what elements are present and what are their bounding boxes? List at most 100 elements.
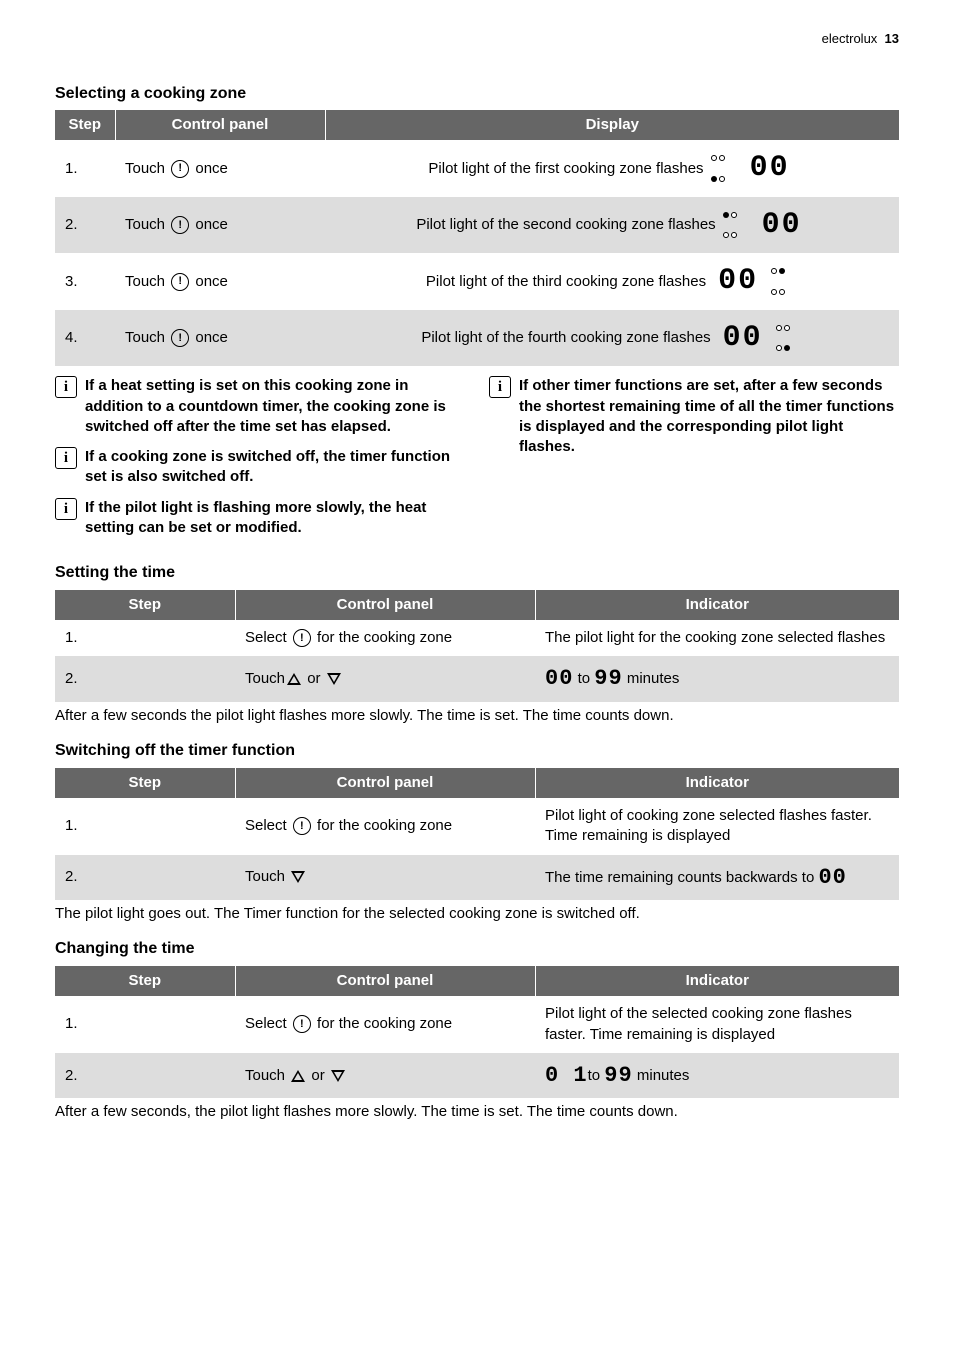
cell-display: Pilot light of the fourth cooking zone f… [325,310,899,367]
table-switch-off: Step Control panel Indicator 1.Select ! … [55,768,899,900]
brand-label: electrolux [822,31,878,46]
info-icon: i [55,498,77,520]
indicator-text: to [588,1067,605,1084]
info-icon: i [55,447,77,469]
display-digits: 00 [545,666,573,691]
info-note: iIf a heat setting is set on this cookin… [55,376,465,437]
pilot-dot-grid [770,261,798,302]
clock-icon: ! [293,629,311,647]
indicator-text: minutes [633,1067,690,1084]
clock-icon: ! [171,273,189,291]
info-note: i If a cooking zone is switched off, the … [55,447,465,488]
cell-step: 2. [55,1053,235,1099]
col-step: Step [55,110,115,140]
cell-control: Touch or [235,1053,535,1099]
cell-control: Select ! for the cooking zone [235,798,535,855]
table-row: 2.Touch The time remaining counts backwa… [55,855,899,901]
section-title-switch-off: Switching off the timer function [55,740,899,762]
cell-indicator: 00 to 99 minutes [535,656,899,702]
col-control-panel: Control panel [235,768,535,798]
page-header: electrolux 13 [55,30,899,48]
table-row: 3.Touch ! oncePilot light of the third c… [55,253,899,310]
col-control-panel: Control panel [235,590,535,620]
cell-control: Touch or [235,656,535,702]
clock-icon: ! [171,329,189,347]
table-row: 2.Touch or 00 to 99 minutes [55,656,899,702]
table-changing-time: Step Control panel Indicator 1.Select ! … [55,966,899,1098]
clock-icon: ! [293,1015,311,1033]
section-title-changing-time: Changing the time [55,938,899,960]
info-icon: i [489,376,511,398]
table-row: 2.Touch ! oncePilot light of the second … [55,197,899,254]
cell-control: Touch [235,855,535,901]
table-row: 1.Select ! for the cooking zone The pilot… [55,620,899,656]
col-control-panel: Control panel [115,110,325,140]
display-digits: 00 [717,318,769,359]
table-row: 1.Select ! for the cooking zone Pilot lig… [55,996,899,1053]
cell-step: 1. [55,140,115,197]
table-row: 1.Select ! for the cooking zone Pilot lig… [55,798,899,855]
col-step: Step [55,590,235,620]
cell-step: 2. [55,855,235,901]
display-digits: 99 [594,666,622,691]
cell-indicator: 0 1to 99 minutes [535,1053,899,1099]
table-row: 1.Touch ! oncePilot light of the first c… [55,140,899,197]
pilot-dot-grid [775,318,803,359]
info-note: iIf other timer functions are set, after… [489,376,899,457]
clock-icon: ! [171,216,189,234]
section-title-selecting: Selecting a cooking zone [55,83,899,105]
cell-step: 1. [55,996,235,1053]
cell-indicator: Pilot light of cooking zone selected fla… [535,798,899,855]
indicator-text: minutes [623,670,680,687]
cell-step: 1. [55,620,235,656]
info-text: If a heat setting is set on this cooking… [85,376,465,437]
info-text: If a cooking zone is switched off, the t… [85,447,465,488]
section-title-setting-time: Setting the time [55,562,899,584]
cell-step: 4. [55,310,115,367]
col-indicator: Indicator [535,590,899,620]
table-row: 2.Touch or 0 1to 99 minutes [55,1053,899,1099]
caption-switch-off: The pilot light goes out. The Timer func… [55,904,899,924]
cell-control: Touch ! once [115,197,325,254]
arrow-down-icon [331,1070,345,1082]
indicator-text: Pilot light of cooking zone selected fla… [545,807,872,844]
pilot-dot-grid [710,148,738,189]
cell-display: Pilot light of the first cooking zone fl… [325,140,899,197]
col-step: Step [55,768,235,798]
arrow-up-icon [287,673,301,685]
table-selecting-zone: Step Control panel Display 1.Touch ! onc… [55,110,899,366]
cell-control: Select ! for the cooking zone [235,620,535,656]
display-digits: 00 [712,261,764,302]
display-digits: 00 [756,205,808,246]
indicator-text: The pilot light for the cooking zone sel… [545,629,885,646]
page-number: 13 [885,31,899,46]
cell-step: 2. [55,656,235,702]
arrow-down-icon [327,673,341,685]
arrow-down-icon [291,871,305,883]
cell-step: 2. [55,197,115,254]
cell-step: 1. [55,798,235,855]
info-notes: i If a heat setting is set on this cookin… [55,376,899,548]
col-indicator: Indicator [535,966,899,996]
cell-control: Touch ! once [115,140,325,197]
cell-display: Pilot light of the third cooking zone fl… [325,253,899,310]
cell-display: Pilot light of the second cooking zone f… [325,197,899,254]
cell-indicator: Pilot light of the selected cooking zone… [535,996,899,1053]
cell-step: 3. [55,253,115,310]
indicator-text: Pilot light of the selected cooking zone… [545,1005,852,1042]
caption-changing-time: After a few seconds, the pilot light fla… [55,1102,899,1122]
display-digits: 0 1 [545,1063,588,1088]
table-setting-time: Step Control panel Indicator 1.Select ! … [55,590,899,702]
info-note: iIf the pilot light is flashing more slo… [55,498,465,539]
cell-indicator: The pilot light for the cooking zone sel… [535,620,899,656]
display-digits: 00 [818,865,846,890]
clock-icon: ! [293,817,311,835]
col-display: Display [325,110,899,140]
col-indicator: Indicator [535,768,899,798]
cell-control: Touch ! once [115,253,325,310]
cell-control: Select ! for the cooking zone [235,996,535,1053]
indicator-text: The time remaining counts backwards to [545,868,818,885]
pilot-dot-grid [722,205,750,246]
table-row: 4.Touch ! oncePilot light of the fourth … [55,310,899,367]
clock-icon: ! [171,160,189,178]
